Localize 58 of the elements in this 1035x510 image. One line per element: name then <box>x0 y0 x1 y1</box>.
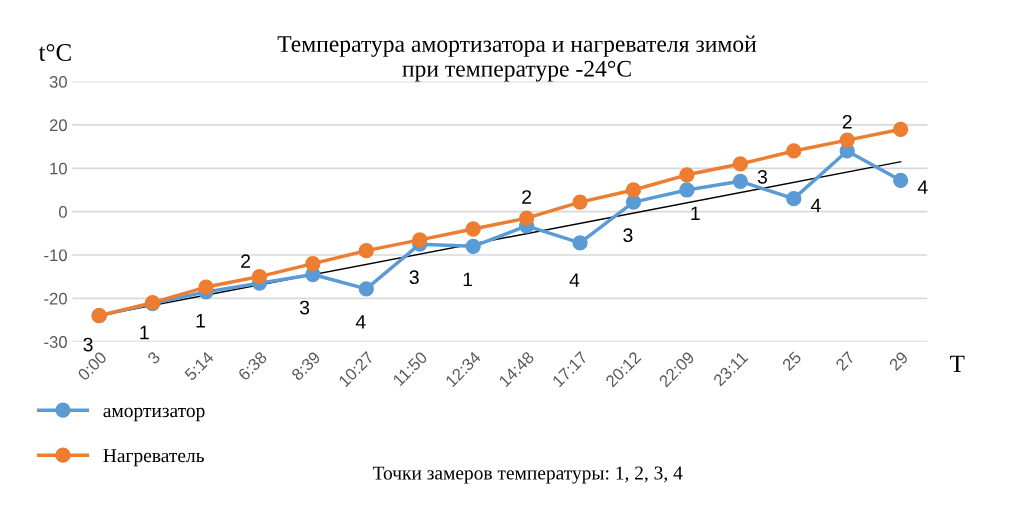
annotation: 3 <box>409 270 419 285</box>
y-tick-label: 10 <box>50 162 67 175</box>
point <box>518 210 535 226</box>
legend-label: амортизатор <box>103 407 205 422</box>
annotation: 3 <box>757 169 767 184</box>
x-tick-label: 5:14 <box>184 350 215 382</box>
annotation: 4 <box>569 273 580 287</box>
x-tick-label: 25 <box>781 350 802 372</box>
annotation: 4 <box>355 315 366 329</box>
point <box>679 167 695 183</box>
point <box>893 121 909 137</box>
annotation: 3 <box>623 228 633 243</box>
point <box>358 281 374 297</box>
x-tick-label: 27 <box>835 350 856 372</box>
point <box>198 279 214 295</box>
annotation: 1 <box>196 314 205 328</box>
point <box>625 182 642 198</box>
chart-title: Температура амортизатора и нагревателя зимой при температуре -24°C <box>277 35 757 82</box>
point <box>465 238 481 254</box>
text: Точки замеров температуры: 1, 2, 3, 4 <box>372 466 683 484</box>
point <box>305 256 321 272</box>
point <box>732 173 748 189</box>
point <box>625 194 642 210</box>
point <box>732 156 748 172</box>
y-axis-title: t°C <box>38 44 71 61</box>
annotation: 4 <box>810 198 821 213</box>
point <box>893 172 909 189</box>
x-tick-label: 6:38 <box>237 350 268 382</box>
annotation: 1 <box>691 206 700 220</box>
annotation: 3 <box>83 337 93 352</box>
x-axis-title: T <box>950 355 965 373</box>
point <box>572 194 588 210</box>
annotation: 3 <box>299 300 310 315</box>
y-tick-label: 30 <box>49 76 67 88</box>
y-tick-label: -30 <box>44 336 67 348</box>
point <box>465 221 481 237</box>
x-tick-label: 8:39 <box>290 350 321 382</box>
x-tick-label: 29 <box>888 350 909 372</box>
y-tick-label: -10 <box>44 249 67 262</box>
point <box>572 235 588 251</box>
x-tick-label: 3 <box>146 350 161 365</box>
point <box>412 232 428 248</box>
y-tick-label: -20 <box>44 292 67 305</box>
legend-label: Нагреватель <box>103 449 204 467</box>
point <box>786 143 802 159</box>
annotation: 2 <box>241 254 250 268</box>
annotation: 2 <box>842 114 852 129</box>
point <box>839 132 855 148</box>
point <box>679 182 695 198</box>
annotation: 4 <box>917 180 928 194</box>
annotation: 1 <box>140 325 149 340</box>
annotation: 2 <box>522 190 532 204</box>
point <box>251 269 268 285</box>
point <box>786 191 802 207</box>
y-tick-label: 20 <box>49 119 67 132</box>
y-tick-label: 0 <box>58 206 67 218</box>
point <box>358 243 374 259</box>
annotation: 1 <box>463 272 473 287</box>
